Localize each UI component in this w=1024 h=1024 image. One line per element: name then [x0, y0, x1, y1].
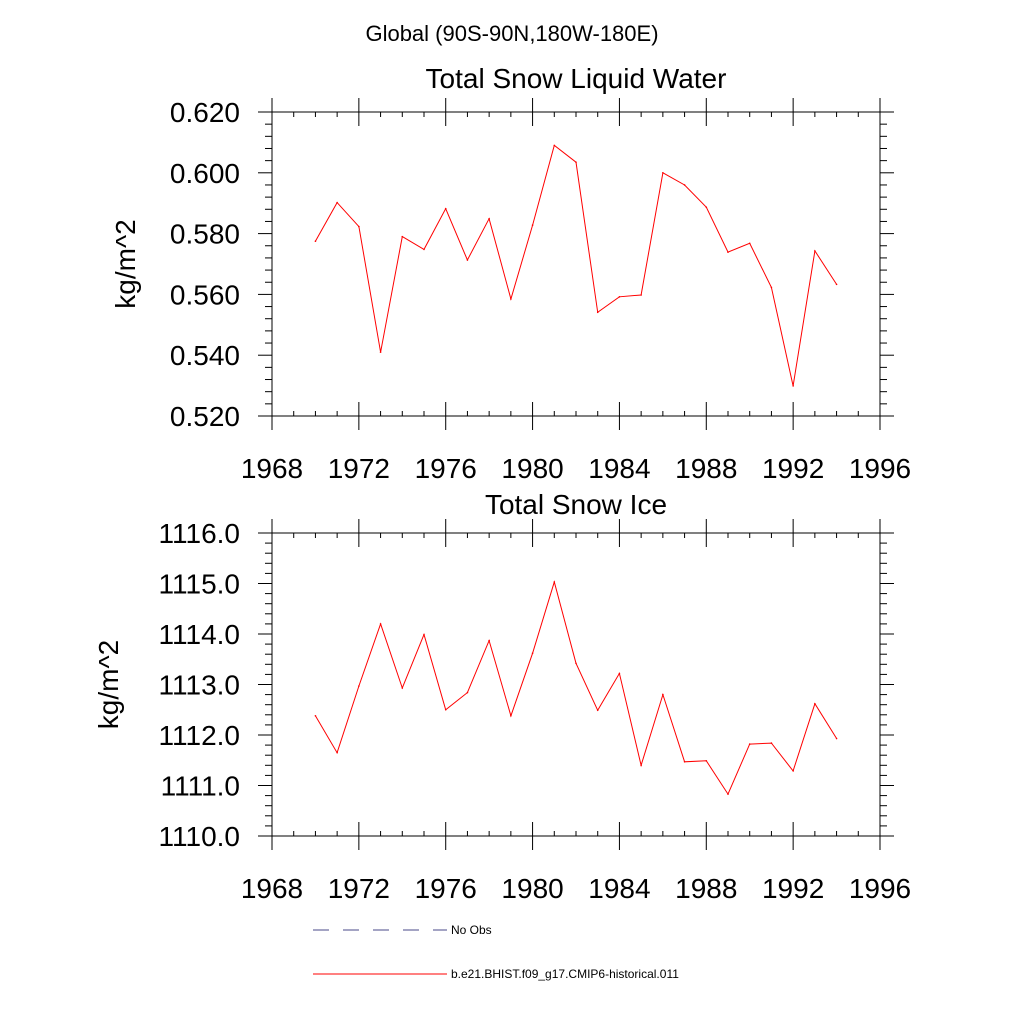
snow-ice-x-tick-label: 1996	[849, 873, 911, 904]
snow-ice-data-point	[401, 687, 404, 689]
snow-liquid-water-data-point	[683, 184, 686, 186]
snow-liquid-water-data-point	[358, 225, 360, 228]
snow-ice-data-point	[618, 672, 621, 675]
snow-liquid-water-data-point	[423, 248, 425, 251]
snow-liquid-water-data-point	[553, 144, 556, 147]
snow-liquid-water-data-point	[575, 161, 577, 163]
snow-liquid-water-x-tick-label: 1980	[501, 453, 563, 484]
snow-ice-series-line	[314, 580, 838, 796]
snow-ice-data-point	[444, 708, 447, 711]
snow-ice-data-point	[466, 691, 469, 694]
snow-liquid-water-data-point	[596, 311, 599, 314]
snow-ice-data-point	[705, 759, 708, 762]
snow-liquid-water-ylabel: kg/m^2	[110, 219, 141, 308]
snow-liquid-water-data-point	[401, 235, 404, 238]
snow-liquid-water-y-tick-label: 0.620	[170, 97, 240, 128]
snow-liquid-water-series-line	[314, 144, 838, 387]
snow-ice-y-tick-label: 1113.0	[159, 670, 240, 701]
snow-liquid-water-x-tick-label: 1996	[849, 453, 911, 484]
snow-liquid-water-data-point	[640, 294, 642, 296]
snow-ice-y-tick-label: 1114.0	[159, 619, 240, 650]
snow-liquid-water-data-point	[379, 351, 382, 353]
snow-ice-data-point	[510, 715, 512, 717]
snow-ice-data-point	[748, 743, 751, 745]
snow-liquid-water-data-point	[531, 224, 534, 226]
snow-ice-data-point	[379, 623, 382, 625]
snow-liquid-water-y-tick-label: 0.580	[170, 219, 240, 250]
snow-ice-y-tick-label: 1110.0	[159, 821, 240, 852]
snow-liquid-water-data-point	[727, 251, 729, 253]
snow-ice-y-tick-label: 1111.0	[161, 771, 240, 802]
snow-liquid-water-data-point	[662, 172, 664, 174]
panel-snow-ice: Total Snow Ice kg/m^2 1968 1972 1976 1980 1984…	[93, 489, 911, 904]
snow-ice-x-tick-label: 1972	[328, 873, 390, 904]
snow-ice-data-point	[314, 715, 317, 717]
snow-ice-data-point	[727, 793, 729, 795]
snow-liquid-water-x-tick-label: 1988	[675, 453, 737, 484]
snow-liquid-water-data-point	[792, 385, 794, 387]
snow-liquid-water-title: Total Snow Liquid Water	[426, 63, 727, 94]
snow-liquid-water-data-point	[618, 296, 621, 298]
snow-ice-data-point	[488, 639, 490, 642]
snow-ice-x-tick-label: 1976	[415, 873, 477, 904]
snow-liquid-water-data-point	[770, 286, 773, 289]
snow-liquid-water-data-point	[705, 206, 708, 208]
snow-ice-y-tick-label: 1112.0	[159, 720, 240, 751]
snow-liquid-water-x-tick-label: 1992	[762, 453, 824, 484]
snow-liquid-water-x-tick-label: 1968	[241, 453, 303, 484]
snow-ice-y-tick-label: 1115.0	[159, 569, 240, 600]
snow-ice-data-point	[575, 662, 577, 665]
snow-liquid-water-data-point	[835, 283, 838, 286]
snow-liquid-water-plot-frame	[271, 111, 881, 417]
snow-ice-data-point	[662, 693, 664, 696]
snow-ice-x-tick-label: 1980	[501, 873, 563, 904]
snow-ice-x-tick-label: 1984	[588, 873, 650, 904]
snow-ice-x-tick-label: 1968	[241, 873, 303, 904]
snow-liquid-water-y-tick-label: 0.600	[170, 158, 240, 189]
legend-model-label: b.e21.BHIST.f09_g17.CMIP6-historical.011	[451, 967, 679, 981]
figure-suptitle: Global (90S-90N,180W-180E)	[365, 21, 658, 46]
snow-liquid-water-data-point	[510, 298, 512, 300]
panel-snow-liquid-water: Total Snow Liquid Water kg/m^2 1968 1972 197…	[110, 63, 911, 484]
snow-ice-data-point	[596, 709, 599, 712]
snow-liquid-water-y-tick-label: 0.540	[170, 340, 240, 371]
snow-ice-x-tick-label: 1988	[675, 873, 737, 904]
snow-ice-data-point	[770, 742, 773, 744]
snow-liquid-water-y-tick-label: 0.560	[170, 279, 240, 310]
snow-liquid-water-data-point	[748, 242, 751, 245]
snow-liquid-water-x-tick-label: 1972	[328, 453, 390, 484]
snow-ice-y-tick-label: 1116.0	[159, 518, 240, 549]
snow-liquid-water-data-point	[444, 207, 447, 210]
snow-liquid-water-data-point	[814, 250, 816, 252]
snow-ice-x-tick-label: 1992	[762, 873, 824, 904]
snow-liquid-water-data-point	[336, 201, 338, 204]
snow-ice-data-point	[553, 581, 556, 583]
snow-ice-data-point	[336, 751, 338, 754]
snow-liquid-water-data-point	[314, 240, 317, 242]
snow-ice-data-point	[683, 760, 686, 763]
snow-ice-data-point	[792, 770, 794, 772]
snow-liquid-water-x-tick-label: 1976	[415, 453, 477, 484]
snow-liquid-water-y-tick-label: 0.520	[170, 401, 240, 432]
legend: No Obs b.e21.BHIST.f09_g17.CMIP6-histori…	[313, 923, 679, 981]
snow-liquid-water-x-tick-label: 1984	[588, 453, 650, 484]
snow-ice-data-point	[531, 652, 534, 654]
snow-ice-data-point	[835, 737, 838, 740]
snow-ice-data-point	[640, 764, 642, 767]
snow-ice-plot-frame	[271, 532, 881, 837]
snow-ice-title: Total Snow Ice	[485, 489, 667, 520]
snow-ice-ylabel: kg/m^2	[93, 640, 124, 729]
snow-ice-data-point	[814, 702, 816, 705]
legend-obs-label: No Obs	[451, 923, 492, 937]
snow-liquid-water-data-point	[466, 259, 469, 261]
snow-ice-data-point	[423, 633, 425, 636]
snow-liquid-water-data-point	[488, 217, 490, 220]
snow-ice-data-point	[358, 685, 360, 687]
